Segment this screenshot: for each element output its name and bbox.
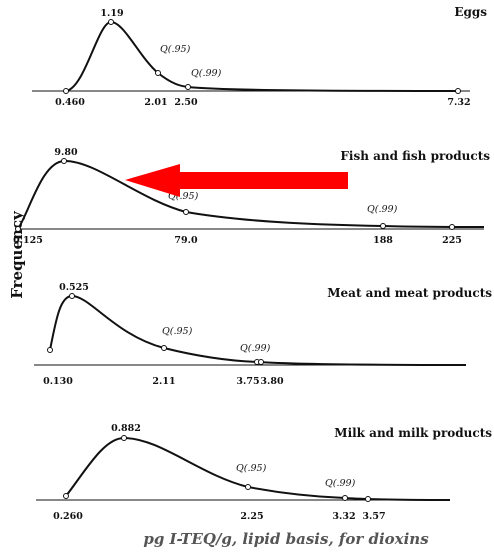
panel-fish: Fish and fish products 9.80 Q(.95) Q(.99…: [13, 147, 490, 246]
panel-title: Milk and milk products: [334, 426, 492, 440]
point-q99: [380, 223, 386, 229]
point-peak: [61, 158, 67, 164]
x-tick-label: 3.80: [260, 376, 284, 387]
q99-label: Q(.99): [367, 204, 398, 215]
x-tick-label: 188: [373, 235, 393, 246]
point-q95: [155, 70, 161, 76]
q99-label: Q(.99): [325, 478, 356, 489]
peak-label: 0.882: [111, 423, 141, 434]
point-max: [455, 88, 461, 94]
panel-title: Eggs: [454, 5, 487, 19]
point-peak: [69, 293, 75, 299]
peak-label: 0.525: [59, 282, 89, 293]
q95-label: Q(.95): [160, 44, 191, 55]
x-tick-label: 3.75: [236, 376, 259, 387]
point-q99: [342, 495, 348, 501]
q95-label: Q(.95): [168, 191, 199, 202]
x-tick-label: 7.32: [447, 97, 470, 108]
point-max: [365, 496, 371, 502]
y-axis-label: Frequency: [8, 210, 26, 299]
red-arrow-annotation: [125, 164, 348, 197]
x-tick-label: 225: [442, 235, 462, 246]
panel-meat: Meat and meat products 0.525 Q(.95) Q(.9…: [34, 282, 492, 387]
point-q95: [183, 209, 189, 215]
x-tick-label: 0.260: [53, 511, 83, 522]
x-tick-label: 3.32: [332, 511, 355, 522]
q99-label: Q(.99): [191, 68, 222, 79]
point-start: [47, 347, 53, 353]
point-start: [63, 493, 69, 499]
point-peak: [121, 435, 127, 441]
density-curve: [17, 159, 485, 230]
peak-label: 1.19: [100, 8, 124, 19]
q95-label: Q(.95): [162, 326, 193, 337]
q95-label: Q(.95): [236, 463, 267, 474]
point-start: [15, 226, 21, 232]
x-axis-label: pg I-TEQ/g, lipid basis, for dioxins: [143, 530, 429, 548]
x-tick-label: 79.0: [174, 235, 198, 246]
point-q95: [245, 484, 251, 490]
x-tick-label: 2.50: [174, 97, 198, 108]
panel-title: Fish and fish products: [340, 149, 490, 163]
peak-label: 9.80: [54, 147, 78, 158]
x-tick-label: 2.25: [240, 511, 263, 522]
point-q99: [185, 84, 191, 90]
density-curve: [65, 20, 459, 92]
x-tick-label: 0.460: [55, 97, 85, 108]
panel-title: Meat and meat products: [327, 286, 492, 300]
x-tick-label: 0.130: [43, 376, 73, 387]
x-tick-label: 0.125: [13, 235, 43, 246]
q99-label: Q(.99): [240, 343, 271, 354]
point-peak: [108, 19, 114, 25]
point-q95: [161, 345, 167, 351]
point-start: [63, 88, 69, 94]
x-tick-label: 3.57: [362, 511, 385, 522]
density-curve: [49, 294, 467, 366]
panel-milk: Milk and milk products 0.882 Q(.95) Q(.9…: [36, 423, 492, 522]
point-max: [258, 359, 264, 365]
panel-eggs: Eggs 1.19 Q(.95) Q(.99) 0.460 2.01 2.50 …: [32, 5, 487, 108]
x-tick-label: 2.11: [152, 376, 175, 387]
x-tick-label: 2.01: [144, 97, 167, 108]
point-max: [449, 224, 455, 230]
